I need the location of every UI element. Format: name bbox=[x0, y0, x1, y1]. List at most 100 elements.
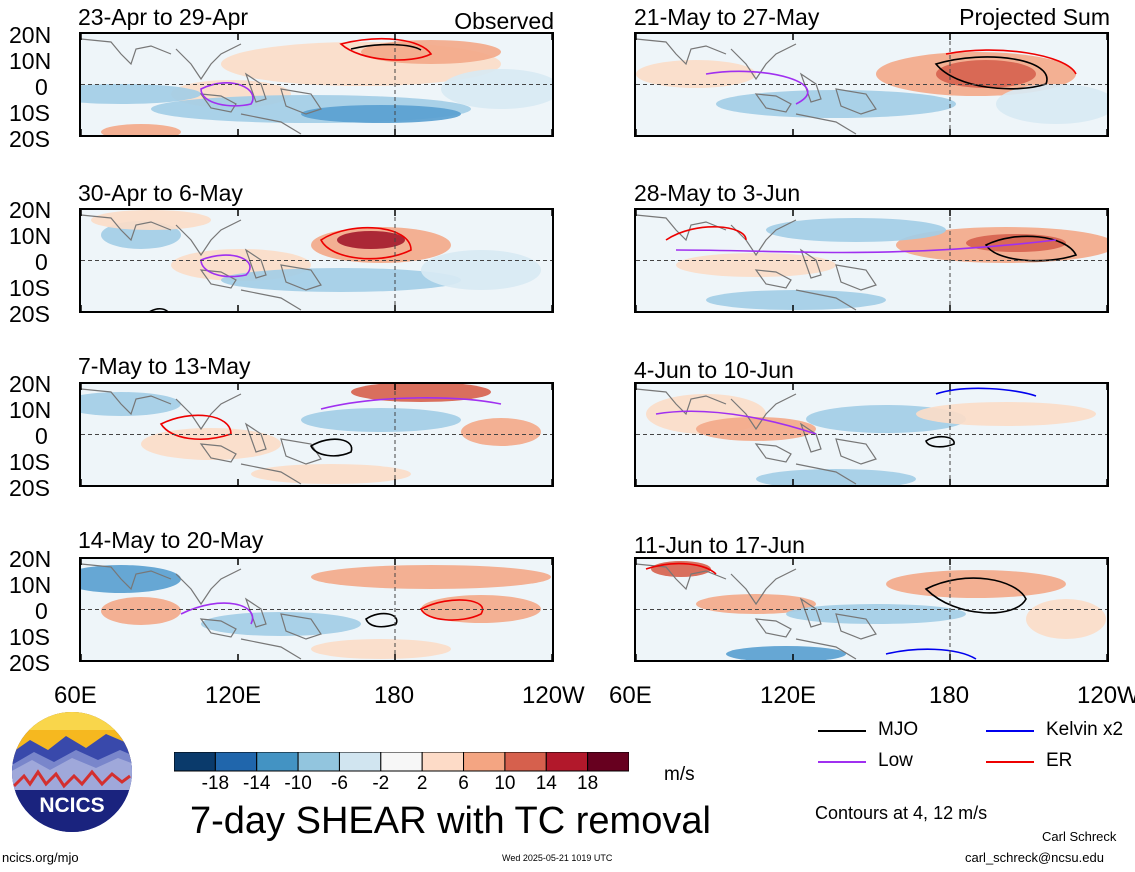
colorbar-tick-label: 6 bbox=[458, 773, 469, 794]
wave-contour bbox=[365, 612, 398, 628]
footer-url: ncics.org/mjo bbox=[2, 850, 79, 865]
colorbar-swatches bbox=[173, 751, 630, 772]
wave-contour bbox=[675, 239, 1057, 254]
coastline bbox=[81, 214, 172, 242]
coastline bbox=[795, 113, 857, 135]
colorbar-tick-label: 18 bbox=[577, 773, 599, 794]
shear-anomaly-area bbox=[221, 268, 461, 292]
wave-contour bbox=[319, 226, 412, 260]
coastline bbox=[280, 438, 322, 465]
coastline bbox=[175, 43, 242, 81]
shear-anomaly-area bbox=[706, 290, 886, 310]
coastline bbox=[730, 219, 797, 257]
shear-anomaly-area bbox=[716, 90, 956, 118]
coastline bbox=[199, 269, 237, 289]
legend-line-er bbox=[986, 761, 1034, 763]
wave-contour bbox=[945, 49, 1077, 75]
main-title: 7-day SHEAR with TC removal bbox=[190, 800, 711, 842]
wave-contour bbox=[935, 387, 1037, 397]
shear-anomaly-area bbox=[726, 646, 846, 660]
colorbar-swatch bbox=[504, 751, 547, 772]
wave-contour bbox=[200, 254, 251, 278]
coastline bbox=[199, 93, 237, 113]
coastline bbox=[244, 422, 267, 453]
map-panel-l0 bbox=[79, 32, 554, 137]
colorbar-unit: m/s bbox=[664, 764, 695, 785]
coastline bbox=[81, 388, 172, 416]
logo-text: NCICS bbox=[39, 794, 104, 817]
legend-label-mjo: MJO bbox=[878, 719, 919, 740]
lon-label: 60E bbox=[54, 682, 97, 709]
coastline bbox=[754, 93, 792, 113]
observed-tag: Observed bbox=[454, 8, 554, 34]
panel-title-l3: 14-May to 20-May bbox=[78, 527, 264, 553]
lon-labels-right: 60E 120E 180 120W bbox=[0, 684, 1135, 714]
lon-label: 120E bbox=[205, 682, 262, 709]
coastline bbox=[636, 563, 727, 591]
coastline bbox=[175, 393, 242, 431]
shear-anomaly-area bbox=[461, 418, 541, 446]
projected-tag: Projected Sum bbox=[959, 4, 1110, 30]
coastline bbox=[175, 219, 242, 257]
coastline bbox=[244, 72, 267, 103]
colorbar-swatch bbox=[256, 751, 299, 772]
contours-note: Contours at 4, 12 m/s bbox=[815, 803, 988, 823]
lon-label: 120E bbox=[760, 684, 817, 709]
shear-anomaly-area bbox=[966, 234, 1066, 252]
lat-label: 20S bbox=[9, 126, 50, 152]
coastline bbox=[795, 638, 857, 660]
lat-label: 10S bbox=[9, 100, 50, 126]
lat-label: 20S bbox=[9, 475, 50, 501]
lat-label: 0 bbox=[35, 74, 48, 100]
legend-label-low: Low bbox=[878, 750, 913, 771]
panel-title-l1: 30-Apr to 6-May bbox=[78, 180, 243, 206]
lat-label: 10S bbox=[9, 275, 50, 301]
shear-anomaly-area bbox=[886, 570, 1066, 598]
coastline bbox=[754, 618, 792, 638]
panel-title-l2: 7-May to 13-May bbox=[78, 353, 251, 379]
lon-labels-left: 60E 120E 180 120W bbox=[0, 684, 600, 714]
lat-label: 0 bbox=[35, 598, 48, 624]
colorbar-swatch bbox=[463, 751, 506, 772]
coastline bbox=[730, 43, 797, 81]
lat-label: 20N bbox=[9, 22, 52, 48]
coastline bbox=[730, 568, 797, 606]
coastline bbox=[636, 38, 727, 66]
coastline bbox=[730, 393, 797, 431]
shear-anomaly-area bbox=[337, 231, 405, 249]
shear-anomaly-area bbox=[916, 402, 1096, 426]
coastline bbox=[754, 443, 792, 463]
wave-contour bbox=[419, 599, 484, 621]
shear-anomaly-area bbox=[101, 597, 181, 625]
map-canvas bbox=[636, 34, 1107, 135]
colorbar-tick-label: -10 bbox=[284, 773, 312, 794]
coastline bbox=[240, 113, 302, 135]
coastline bbox=[280, 613, 322, 640]
coastline bbox=[244, 248, 267, 279]
lat-label: 10S bbox=[9, 624, 50, 650]
shear-anomaly-area bbox=[441, 69, 552, 109]
colorbar-tick-label: -2 bbox=[372, 773, 390, 794]
colorbar-ticks: -18 -14 -10 -6 -2 2 6 10 14 18 bbox=[174, 774, 629, 796]
wave-contour bbox=[655, 410, 817, 435]
map-canvas bbox=[81, 384, 552, 485]
coastline bbox=[835, 613, 877, 640]
lat-label: 10N bbox=[9, 48, 52, 74]
map-panel-r1 bbox=[634, 208, 1109, 313]
coastline bbox=[795, 289, 857, 311]
footer-timestamp: Wed 2025-05-21 1019 UTC bbox=[502, 853, 613, 863]
colorbar bbox=[173, 751, 630, 772]
shear-anomaly-area bbox=[251, 464, 411, 484]
wave-contour bbox=[665, 226, 747, 241]
ncics-logo: NCICS bbox=[10, 710, 134, 834]
map-canvas bbox=[636, 384, 1107, 485]
map-panel-l1 bbox=[79, 208, 554, 313]
shear-anomaly-area bbox=[81, 565, 181, 593]
panel-title-r3: 11-Jun to 17-Jun bbox=[634, 532, 805, 558]
lat-label: 20N bbox=[9, 546, 52, 572]
map-panel-l3 bbox=[79, 557, 554, 662]
panel-title-r2: 4-Jun to 10-Jun bbox=[634, 357, 794, 383]
shear-anomaly-area bbox=[81, 84, 201, 104]
lat-label: 10S bbox=[9, 449, 50, 475]
legend-label-kelvin: Kelvin x2 bbox=[1046, 719, 1124, 740]
